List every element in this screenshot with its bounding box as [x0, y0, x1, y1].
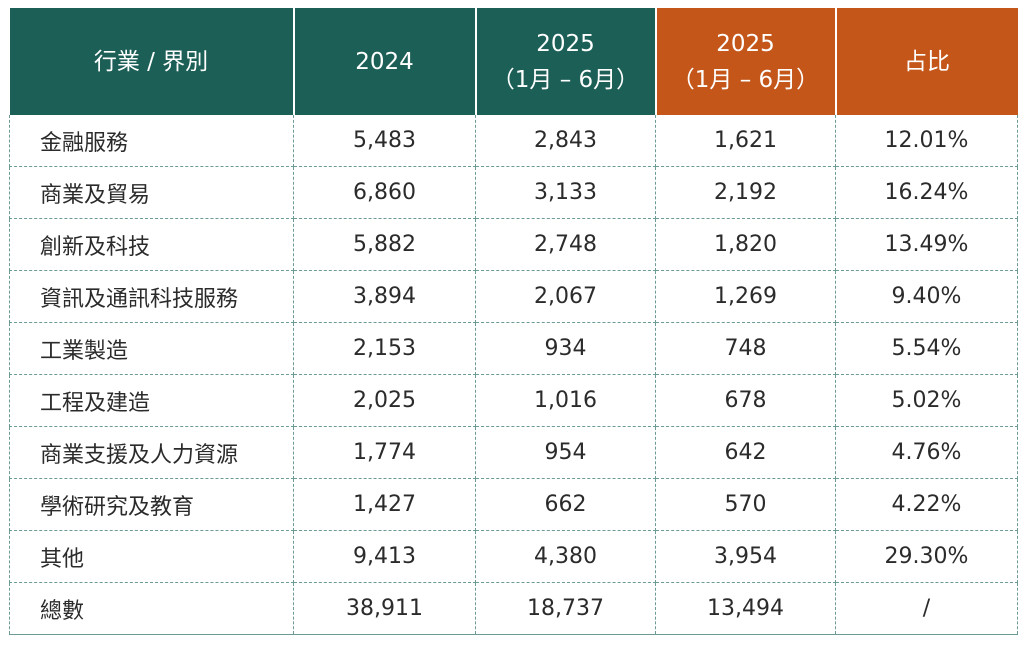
- cell-2024: 1,774: [293, 426, 476, 479]
- cell-sector: 商業及貿易: [9, 166, 294, 219]
- header-share: 占比: [835, 8, 1018, 115]
- cell-2024: 1,427: [293, 478, 476, 531]
- cell-2024: 9,413: [293, 530, 476, 583]
- table-row: 創新及科技 5,882 2,748 1,820 13.49%: [9, 218, 1018, 271]
- cell-share: 12.01%: [835, 115, 1018, 167]
- table-row: 工業製造 2,153 934 748 5.54%: [9, 322, 1018, 375]
- cell-2025: 662: [475, 478, 656, 531]
- cell-share: 5.02%: [835, 374, 1018, 427]
- header-2025-year-highlight: 2025: [716, 30, 775, 57]
- table-container: 行業 / 界別 2024 2025 （1月 – 6月） 2025 （1月 – 6…: [9, 8, 1018, 635]
- header-row: 行業 / 界別 2024 2025 （1月 – 6月） 2025 （1月 – 6…: [9, 8, 1018, 115]
- cell-2025: 3,133: [475, 166, 656, 219]
- table-row: 其他 9,413 4,380 3,954 29.30%: [9, 530, 1018, 583]
- cell-2025-highlight: 2,192: [655, 166, 836, 219]
- cell-share: 4.76%: [835, 426, 1018, 479]
- table-row: 工程及建造 2,025 1,016 678 5.02%: [9, 374, 1018, 427]
- cell-2025-highlight: 3,954: [655, 530, 836, 583]
- cell-2024: 5,882: [293, 218, 476, 271]
- cell-2024: 2,025: [293, 374, 476, 427]
- cell-2025-highlight: 1,269: [655, 270, 836, 323]
- cell-share: 9.40%: [835, 270, 1018, 323]
- cell-2025: 2,843: [475, 115, 656, 167]
- header-2025-jan-jun-highlight: 2025 （1月 – 6月）: [655, 8, 837, 115]
- cell-sector: 學術研究及教育: [9, 478, 294, 531]
- cell-share: 4.22%: [835, 478, 1018, 531]
- cell-share: 13.49%: [835, 218, 1018, 271]
- table-row: 商業及貿易 6,860 3,133 2,192 16.24%: [9, 166, 1018, 219]
- header-2024: 2024: [293, 8, 477, 115]
- table-body: 金融服務 5,483 2,843 1,621 12.01% 商業及貿易 6,860 3,133…: [9, 115, 1018, 635]
- cell-2025-highlight: 13,494: [655, 582, 836, 635]
- cell-sector: 創新及科技: [9, 218, 294, 271]
- cell-2025: 2,067: [475, 270, 656, 323]
- cell-2024: 38,911: [293, 582, 476, 635]
- cell-sector: 商業支援及人力資源: [9, 426, 294, 479]
- cell-2025-highlight: 642: [655, 426, 836, 479]
- header-2025-year: 2025: [536, 30, 595, 57]
- table-header: 行業 / 界別 2024 2025 （1月 – 6月） 2025 （1月 – 6…: [9, 8, 1018, 115]
- cell-2024: 3,894: [293, 270, 476, 323]
- header-2025-range: （1月 – 6月）: [491, 66, 640, 93]
- cell-2024: 6,860: [293, 166, 476, 219]
- cell-2025-highlight: 678: [655, 374, 836, 427]
- table-row: 資訊及通訊科技服務 3,894 2,067 1,269 9.40%: [9, 270, 1018, 323]
- header-2025-jan-jun: 2025 （1月 – 6月）: [475, 8, 657, 115]
- cell-2025-highlight: 1,621: [655, 115, 836, 167]
- cell-sector: 金融服務: [9, 115, 294, 167]
- cell-sector: 其他: [9, 530, 294, 583]
- cell-2024: 5,483: [293, 115, 476, 167]
- cell-2025-highlight: 1,820: [655, 218, 836, 271]
- sector-statistics-table: 行業 / 界別 2024 2025 （1月 – 6月） 2025 （1月 – 6…: [9, 8, 1018, 635]
- cell-2025-highlight: 570: [655, 478, 836, 531]
- cell-2025: 18,737: [475, 582, 656, 635]
- cell-2025: 2,748: [475, 218, 656, 271]
- cell-2025: 1,016: [475, 374, 656, 427]
- cell-share: 16.24%: [835, 166, 1018, 219]
- cell-sector: 工業製造: [9, 322, 294, 375]
- cell-2024: 2,153: [293, 322, 476, 375]
- table-row: 金融服務 5,483 2,843 1,621 12.01%: [9, 115, 1018, 167]
- cell-sector: 總數: [9, 582, 294, 635]
- cell-share: 5.54%: [835, 322, 1018, 375]
- cell-share: /: [835, 582, 1018, 635]
- table-row: 商業支援及人力資源 1,774 954 642 4.76%: [9, 426, 1018, 479]
- table-row: 總數 38,911 18,737 13,494/: [9, 582, 1018, 635]
- table-row: 學術研究及教育 1,427 662 570 4.22%: [9, 478, 1018, 531]
- cell-sector: 資訊及通訊科技服務: [9, 270, 294, 323]
- cell-2025: 934: [475, 322, 656, 375]
- header-2025-range-highlight: （1月 – 6月）: [671, 66, 820, 93]
- cell-2025: 954: [475, 426, 656, 479]
- cell-sector: 工程及建造: [9, 374, 294, 427]
- cell-2025-highlight: 748: [655, 322, 836, 375]
- cell-2025: 4,380: [475, 530, 656, 583]
- header-sector: 行業 / 界別: [9, 8, 295, 115]
- cell-share: 29.30%: [835, 530, 1018, 583]
